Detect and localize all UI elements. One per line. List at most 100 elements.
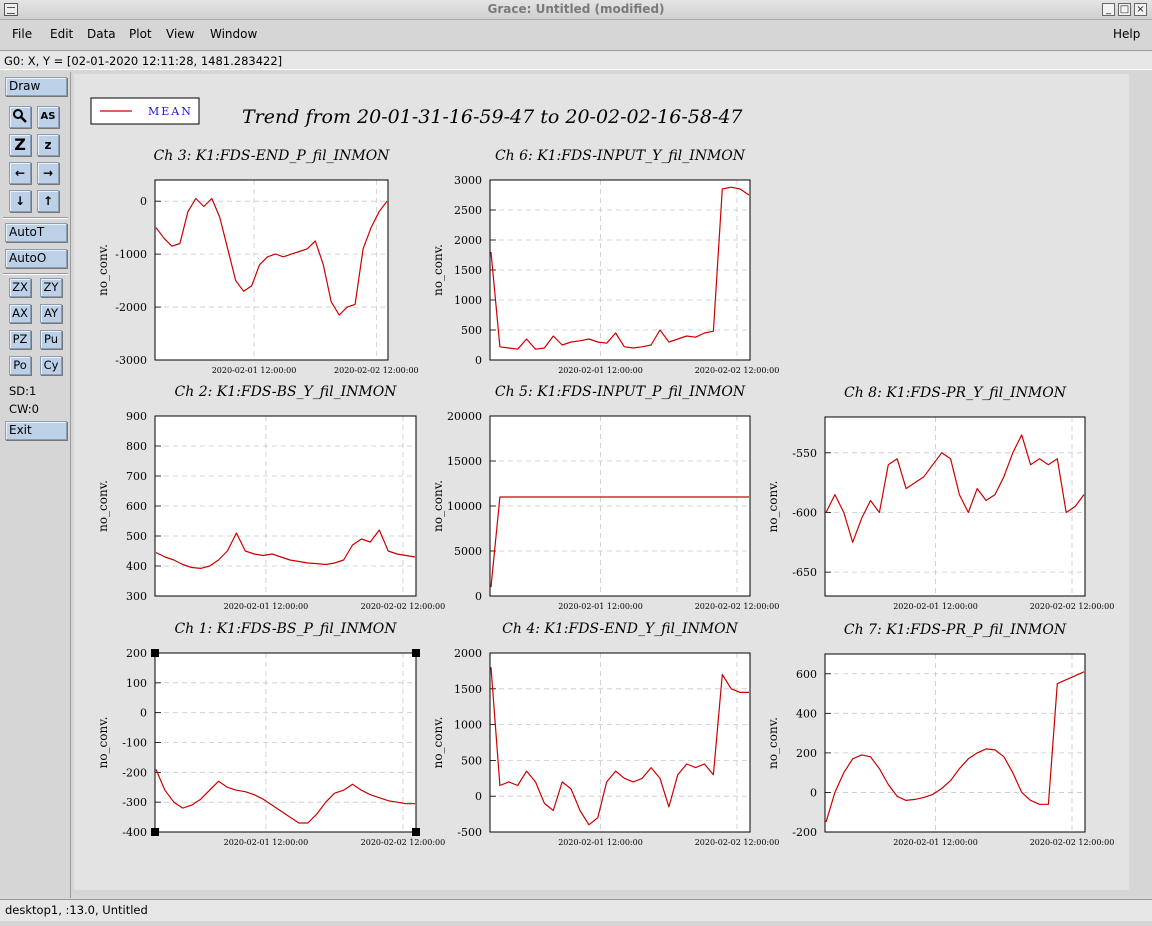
graph-7[interactable]: 600 400 200 0 -200 2020-02-01 12:00:00 2020-02… [766, 622, 1114, 847]
x-tick-label: 2020-02-02 12:00:00 [695, 602, 780, 611]
cy-button[interactable]: Cy [40, 356, 62, 375]
autoscale-on-button[interactable]: AutoO [5, 249, 67, 268]
toolbar-separator [3, 217, 68, 219]
y-tick-label: -200 [122, 766, 147, 779]
x-tick-label: 2020-02-02 12:00:00 [1030, 838, 1115, 847]
window-menu-icon[interactable] [4, 3, 18, 16]
x-tick-label: 2020-02-01 12:00:00 [558, 366, 643, 375]
plot-area[interactable] [825, 417, 1085, 596]
legend-box[interactable]: MEAN [90, 97, 200, 125]
graph-title: Ch 5: K1:FDS-INPUT_P_fil_INMON [495, 384, 746, 400]
y-tick-label: 15000 [447, 455, 482, 468]
x-tick-label: 2020-02-01 12:00:00 [558, 602, 643, 611]
graph-0[interactable]: 0 -1000 -2000 -3000 2020-02-01 12:00:00 2020-… [96, 148, 419, 375]
series-line [155, 197, 388, 316]
y-tick-label: -100 [122, 737, 147, 750]
series-line [825, 671, 1085, 823]
vertical-scrollbar[interactable] [1129, 74, 1151, 898]
menu-file[interactable]: File [12, 27, 33, 41]
maximize-button[interactable]: □ [1118, 3, 1131, 16]
minimize-button[interactable]: _ [1102, 3, 1115, 16]
y-tick-label: 200 [126, 647, 147, 660]
plot-frame [489, 652, 751, 833]
menu-view[interactable]: View [166, 27, 195, 41]
arrow-right-icon[interactable]: → [37, 162, 59, 184]
y-tick-label: -1000 [115, 248, 147, 261]
y-tick-label: 0 [140, 195, 147, 208]
arrow-down-icon[interactable]: ↓ [9, 190, 31, 212]
plot-frame [154, 652, 417, 833]
graph-1[interactable]: 3000 2500 2000 1500 1000 500 0 2020-02-01 12:00… [431, 148, 779, 375]
ax-button[interactable]: AX [9, 304, 31, 323]
exit-button[interactable]: Exit [5, 421, 67, 440]
text-tool-icon[interactable]: AS [37, 106, 59, 128]
zoom-magnifier-icon[interactable] [9, 106, 31, 128]
y-tick-label: -650 [792, 566, 817, 579]
y-tick-label: 200 [796, 747, 817, 760]
series-line [825, 434, 1085, 543]
arrow-up-icon[interactable]: ↑ [37, 190, 59, 212]
y-tick-label: -600 [792, 506, 817, 519]
plot-canvas[interactable]: MEAN Trend from 20-01-31-16-59-47 to 20-… [74, 74, 1129, 890]
y-axis-label: no_conv. [96, 244, 110, 296]
plot-area[interactable] [825, 654, 1085, 832]
menu-data[interactable]: Data [87, 27, 116, 41]
y-axis-label: no_conv. [431, 480, 445, 532]
graph-6[interactable]: 2000 1500 1000 500 0 -500 2020-02-01 12:00:00 2… [431, 621, 779, 847]
graph-title: Ch 6: K1:FDS-INPUT_Y_fil_INMON [495, 148, 746, 164]
selection-handle[interactable] [412, 828, 420, 836]
x-tick-label: 2020-02-01 12:00:00 [558, 838, 643, 847]
menu-help[interactable]: Help [1113, 27, 1141, 41]
zoom-out-icon[interactable]: z [37, 134, 59, 156]
y-tick-label: 600 [126, 500, 147, 513]
y-axis-label: no_conv. [431, 244, 445, 296]
ay-button[interactable]: AY [40, 304, 62, 323]
y-tick-label: 1500 [454, 264, 482, 277]
tool-panel: Draw AS Z z ← → ↓ ↑ AutoT AutoO ZX ZY AX… [0, 72, 71, 898]
graph-2[interactable]: 900 800 700 600 500 400 300 2020-02-01 12:00:00… [96, 384, 445, 611]
y-axis-label: no_conv. [96, 717, 110, 769]
y-tick-label: 500 [461, 754, 482, 767]
close-button[interactable]: × [1134, 3, 1147, 16]
plot-svg[interactable]: MEAN Trend from 20-01-31-16-59-47 to 20-… [74, 74, 1129, 890]
selection-handle[interactable] [151, 828, 159, 836]
pu-button[interactable]: Pu [40, 330, 62, 349]
title-bar: Grace: Untitled (modified) _ □ × [0, 0, 1152, 20]
autoscale-button[interactable]: AutoT [5, 223, 67, 242]
graph-title: Ch 8: K1:FDS-PR_Y_fil_INMON [844, 385, 1067, 401]
y-tick-label: 1000 [454, 294, 482, 307]
pz-button[interactable]: PZ [9, 330, 31, 349]
x-tick-label: 2020-02-02 12:00:00 [695, 838, 780, 847]
zoom-in-icon[interactable]: Z [9, 134, 31, 156]
zx-button[interactable]: ZX [9, 278, 31, 297]
plot-frame [489, 415, 751, 597]
menu-edit[interactable]: Edit [50, 27, 74, 41]
y-tick-label: 3000 [454, 174, 482, 187]
x-tick-label: 2020-02-01 12:00:00 [893, 602, 978, 611]
menu-plot[interactable]: Plot [129, 27, 152, 41]
plot-frame [824, 416, 1086, 597]
y-tick-label: 5000 [454, 545, 482, 558]
zy-button[interactable]: ZY [40, 278, 62, 297]
arrow-left-icon[interactable]: ← [9, 162, 31, 184]
graph-4[interactable]: -550 -600 -650 2020-02-01 12:00:00 2020-02-0… [766, 385, 1114, 611]
y-tick-label: 2000 [454, 234, 482, 247]
draw-button[interactable]: Draw [5, 77, 67, 96]
series-line [155, 529, 416, 569]
menu-window[interactable]: Window [210, 27, 258, 41]
y-tick-label: 10000 [447, 500, 482, 513]
graph-title: Ch 1: K1:FDS-BS_P_fil_INMON [174, 621, 397, 637]
graph-5[interactable]: 200 100 0 -100 -200 -300 -400 2020-02-01 12:00:… [96, 621, 445, 847]
plot-area[interactable] [155, 180, 388, 360]
x-tick-label: 2020-02-02 12:00:00 [361, 838, 446, 847]
y-tick-label: -500 [457, 826, 482, 839]
selection-handle[interactable] [412, 649, 420, 657]
graph-3[interactable]: 20000 15000 10000 5000 0 2020-02-01 12:00:00 2… [431, 384, 779, 611]
selection-handle[interactable] [151, 649, 159, 657]
plot-frame [154, 415, 417, 597]
po-button[interactable]: Po [9, 356, 31, 375]
legend-label: MEAN [148, 105, 193, 118]
horizontal-scrollbar[interactable] [74, 890, 1129, 898]
plot-area[interactable] [490, 653, 750, 832]
window-title: Grace: Untitled (modified) [487, 2, 665, 16]
